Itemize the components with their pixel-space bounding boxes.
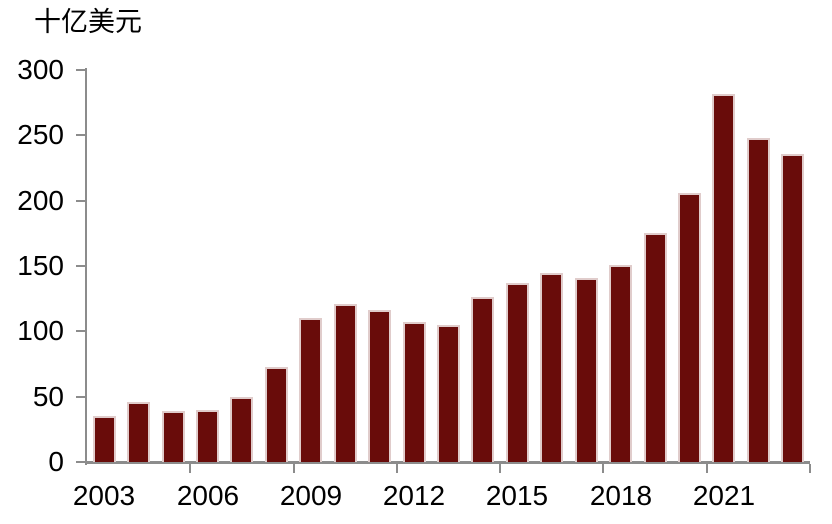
bar-2014 xyxy=(471,297,494,462)
y-axis-tick xyxy=(76,396,85,398)
x-axis-tick xyxy=(602,464,604,473)
y-axis-tick xyxy=(76,69,85,71)
bar-2010 xyxy=(334,304,357,462)
y-axis-tick-label: 200 xyxy=(17,185,64,216)
x-axis-tick-label: 2018 xyxy=(589,480,653,511)
x-axis-tick-label: 2015 xyxy=(485,480,549,511)
bar-2020 xyxy=(678,193,701,462)
y-axis-tick-label: 300 xyxy=(17,54,64,85)
y-axis-unit-label: 十亿美元 xyxy=(34,7,142,37)
x-axis-tick xyxy=(499,464,501,473)
y-axis-tick-label: 100 xyxy=(17,315,64,346)
bar-2015 xyxy=(506,283,529,462)
bar-2013 xyxy=(437,325,460,462)
bar-2004 xyxy=(127,402,150,462)
x-axis-tick-label: 2003 xyxy=(72,480,136,511)
x-axis-tick-label: 2012 xyxy=(382,480,446,511)
bar-2007 xyxy=(230,397,253,462)
bar-2011 xyxy=(368,310,391,462)
bar-2012 xyxy=(403,322,426,462)
x-axis-tick-label: 2009 xyxy=(279,480,343,511)
y-axis-tick xyxy=(76,461,85,463)
x-axis-tick xyxy=(396,464,398,473)
bar-2022 xyxy=(747,138,770,462)
y-axis-tick xyxy=(76,330,85,332)
bar-2017 xyxy=(575,278,598,462)
bar-2005 xyxy=(162,411,185,462)
bar-2021 xyxy=(712,94,735,462)
x-axis-line xyxy=(85,461,810,464)
bar-2009 xyxy=(299,318,322,462)
x-axis-tick-label: 2006 xyxy=(176,480,240,511)
x-axis-tick xyxy=(293,464,295,473)
bar-2016 xyxy=(540,273,563,462)
x-axis-tick xyxy=(706,464,708,473)
y-axis-line xyxy=(85,68,87,465)
y-axis-tick xyxy=(76,200,85,202)
y-axis-tick-label: 250 xyxy=(17,119,64,150)
x-axis-tick-label: 2021 xyxy=(692,480,756,511)
bar-2008 xyxy=(265,367,288,462)
y-axis-tick xyxy=(76,265,85,267)
bar-2006 xyxy=(196,410,219,462)
y-axis-tick-label: 50 xyxy=(32,381,64,412)
bar-2003 xyxy=(93,416,116,462)
bar-2023 xyxy=(781,154,804,462)
bar-2019 xyxy=(644,233,667,462)
x-axis-tick xyxy=(189,464,191,473)
y-axis-tick-label: 150 xyxy=(17,250,64,281)
bar-2018 xyxy=(609,265,632,462)
x-axis-tick xyxy=(809,464,811,473)
y-axis-tick xyxy=(76,134,85,136)
y-axis-tick-label: 0 xyxy=(48,446,64,477)
